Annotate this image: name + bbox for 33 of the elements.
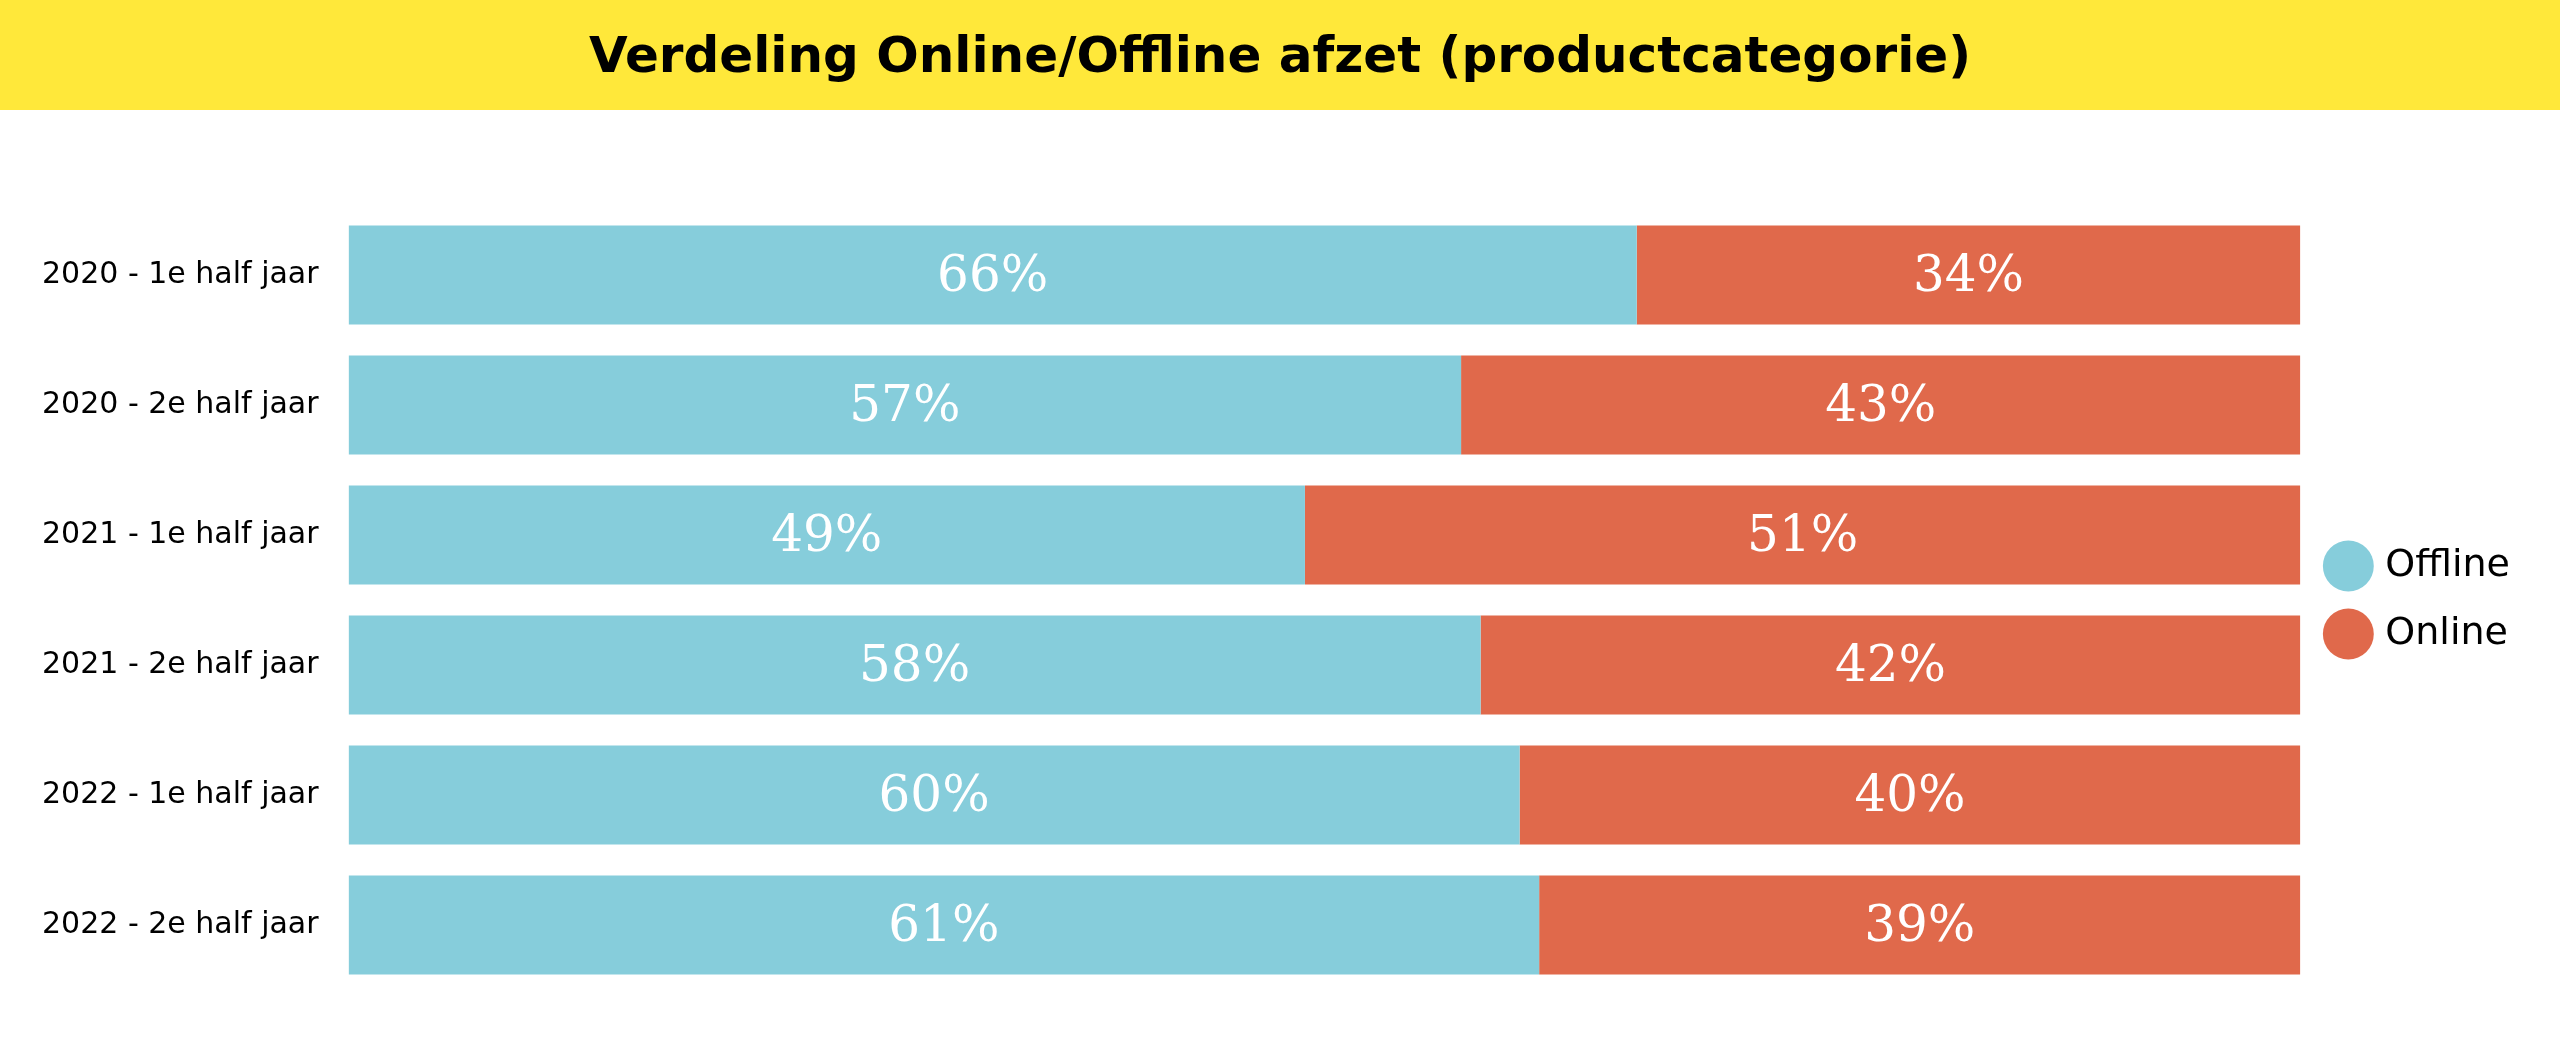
chart-title: Verdeling Online/Offline afzet (productcategorie)	[0, 0, 2560, 110]
bar	[348, 355, 1462, 455]
bar	[1636, 225, 2301, 325]
data-label: 51%	[1747, 504, 1859, 563]
data-label: 60%	[878, 764, 990, 823]
bar	[348, 225, 1637, 325]
y-tick-label: 2022 - 2e half jaar	[42, 904, 320, 940]
data-label: 39%	[1864, 894, 1976, 953]
data-label: 66%	[937, 244, 1049, 303]
data-label: 49%	[771, 504, 883, 563]
bar	[348, 485, 1305, 585]
y-tick-label: 2021 - 2e half jaar	[42, 644, 320, 680]
bar	[348, 875, 1540, 975]
data-label: 61%	[888, 894, 1000, 953]
y-tick-label: 2020 - 2e half jaar	[42, 384, 320, 420]
data-label: 58%	[859, 634, 971, 693]
data-label: 42%	[1834, 634, 1947, 693]
legend-label: Online	[2385, 608, 2508, 653]
bar	[1539, 875, 2301, 975]
y-tick-label: 2021 - 1e half jaar	[42, 514, 320, 550]
bar	[348, 615, 1481, 715]
bar	[348, 745, 1520, 845]
bar	[1461, 355, 2301, 455]
bar	[1304, 485, 2301, 585]
data-label: 43%	[1825, 374, 1937, 433]
y-tick-label: 2022 - 1e half jaar	[42, 774, 320, 810]
data-label: 34%	[1912, 244, 2025, 303]
bar	[1480, 615, 2301, 715]
data-label: 40%	[1854, 764, 1966, 823]
y-tick-label: 2020 - 1e half jaar	[42, 254, 320, 290]
data-label: 57%	[849, 374, 961, 433]
bar	[1519, 745, 2301, 845]
legend-label: Offline	[2385, 540, 2510, 585]
